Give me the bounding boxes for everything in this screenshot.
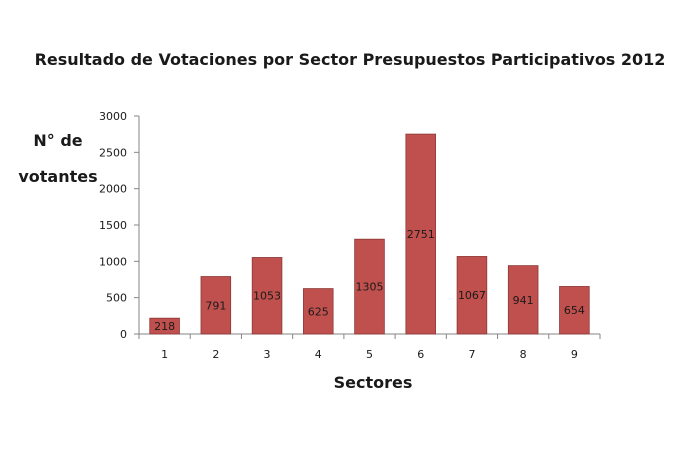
bar-sector-1: [149, 317, 180, 335]
x-tick-label: 8: [520, 348, 527, 361]
y-axis-label-line-2: votantes: [18, 167, 98, 186]
x-tick-label: 3: [264, 348, 271, 361]
x-tick-label: 6: [417, 348, 424, 361]
x-tick-label: 2: [212, 348, 219, 361]
bar-sector-2: [200, 276, 232, 335]
data-label: 941: [513, 294, 534, 307]
y-tick-label: 0: [120, 328, 127, 341]
data-label: 1067: [458, 289, 486, 302]
y-tick-label: 3000: [99, 110, 127, 123]
bar-sector-8: [507, 265, 539, 335]
chart-title: Resultado de Votaciones por Sector Presu…: [34, 50, 666, 69]
data-label: 2751: [407, 228, 435, 241]
data-label: 791: [205, 299, 226, 312]
x-tick-label: 7: [468, 348, 475, 361]
y-tick-label: 2500: [99, 146, 127, 159]
y-tick-label: 2000: [99, 183, 127, 196]
y-tick-label: 1500: [99, 219, 127, 232]
data-label: 625: [308, 305, 329, 318]
bar-sector-7: [456, 256, 488, 335]
x-tick-label: 1: [161, 348, 168, 361]
x-tick-label: 4: [315, 348, 322, 361]
x-axis-label: Sectores: [333, 373, 413, 392]
bar-sector-3: [251, 257, 283, 335]
bar-sector-6: [405, 133, 436, 335]
y-tick-label: 1000: [99, 255, 127, 268]
x-tick-label: 9: [571, 348, 578, 361]
x-tick-label: 5: [366, 348, 373, 361]
bar-sector-4: [303, 288, 334, 335]
data-label: 1305: [356, 281, 384, 294]
data-label: 654: [564, 304, 585, 317]
y-tick-label: 500: [106, 292, 127, 305]
bar-sector-5: [354, 238, 385, 335]
y-axis-label-line-1: N° de: [33, 131, 83, 150]
bar-sector-9: [559, 286, 590, 335]
data-label: 218: [154, 320, 175, 333]
data-label: 1053: [253, 290, 281, 303]
